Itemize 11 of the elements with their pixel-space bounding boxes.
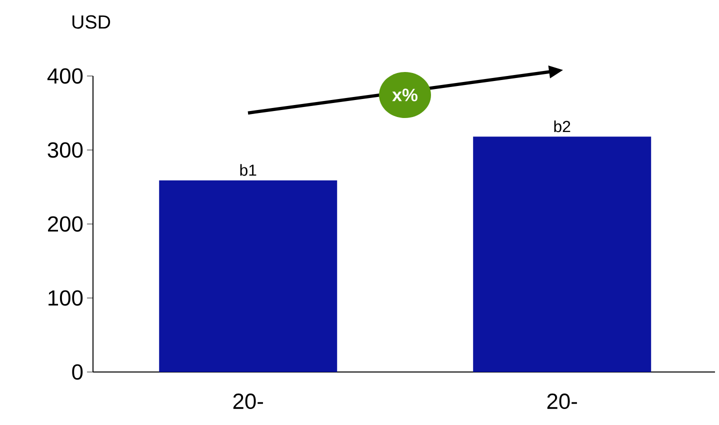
y-tick-label: 0	[72, 364, 83, 380]
annotation: x%	[392, 88, 418, 102]
y-tick-label: 400	[47, 68, 83, 84]
data-label: b2	[554, 120, 570, 132]
x-tick-label: 20-	[547, 394, 577, 410]
data-label: b1	[240, 164, 256, 176]
y-tick-label: 100	[48, 290, 83, 306]
y-tick-label: 200	[48, 216, 83, 232]
y-axis-title: USD	[72, 15, 110, 29]
x-tick-label: 20-	[233, 394, 263, 410]
y-tick-label: 300	[48, 142, 83, 158]
